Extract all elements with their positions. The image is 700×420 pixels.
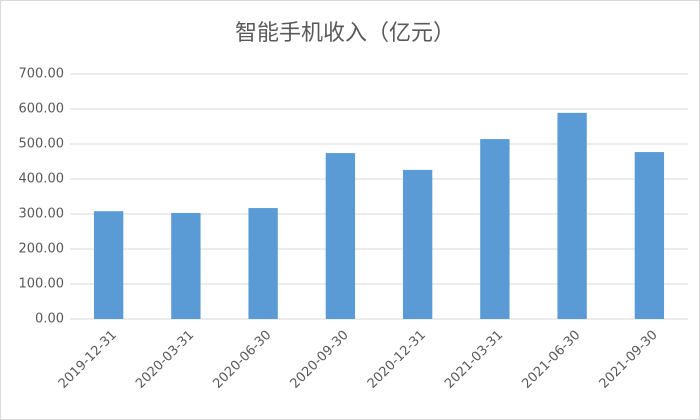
bar bbox=[634, 152, 665, 319]
bar bbox=[402, 169, 433, 319]
y-tick-label: 400.00 bbox=[19, 172, 65, 187]
y-tick-label: 300.00 bbox=[19, 207, 65, 222]
bar bbox=[171, 212, 201, 319]
y-tick-label: 0.00 bbox=[35, 312, 64, 327]
y-tick-label: 600.00 bbox=[19, 102, 65, 117]
y-tick-label: 500.00 bbox=[19, 137, 65, 152]
y-tick-label: 200.00 bbox=[19, 242, 65, 257]
bar bbox=[480, 139, 510, 319]
bar bbox=[248, 208, 278, 319]
bar bbox=[93, 211, 124, 319]
chart-title: 智能手机收入（亿元） bbox=[235, 21, 455, 46]
y-tick-label: 700.00 bbox=[19, 67, 65, 82]
bar bbox=[557, 112, 587, 319]
y-tick-label: 100.00 bbox=[19, 277, 65, 292]
bar bbox=[325, 153, 356, 319]
